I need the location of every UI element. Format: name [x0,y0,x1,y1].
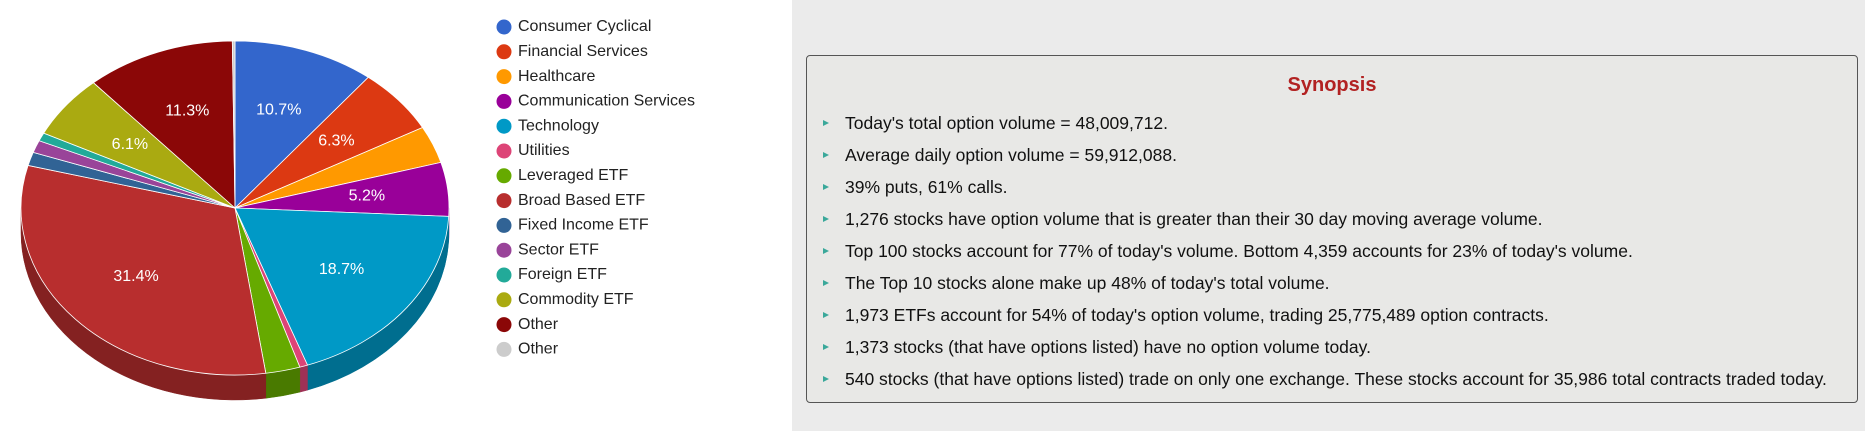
slice-label: 11.3% [165,103,209,120]
synopsis-item: 540 stocks (that have options listed) tr… [821,363,1857,395]
legend-marker [496,44,512,60]
slice [231,40,236,209]
slice-label: 5.2% [349,188,385,205]
legend-label: Communication Services [518,93,695,110]
synopsis-item: 39% puts, 61% calls. [821,171,1857,203]
legend-label: Technology [518,117,599,134]
slice-side [299,364,308,393]
legend-label: Leveraged ETF [518,167,629,184]
synopsis-item: Top 100 stocks account for 77% of today'… [821,235,1857,267]
legend-marker [496,292,512,308]
synopsis-item: 1,276 stocks have option volume that is … [821,203,1857,235]
slice [92,40,236,209]
slice-label: 6.3% [318,132,354,149]
synopsis-title: Synopsis [1287,74,1377,96]
legend-marker [496,341,512,357]
legend-label: Healthcare [518,68,595,85]
legend-marker [496,69,512,85]
legend-label: Utilities [518,142,570,159]
synopsis-area: Synopsis Today's total option volume = 4… [792,0,1865,431]
synopsis-list: Today's total option volume = 48,009,712… [807,107,1857,395]
slice [20,164,267,376]
legend-label: Financial Services [518,43,648,60]
synopsis-panel: Synopsis Today's total option volume = 4… [806,55,1858,403]
synopsis-item: Average daily option volume = 59,912,088… [821,139,1857,171]
legend-label: Commodity ETF [518,291,634,308]
legend-label: Broad Based ETF [518,192,645,209]
chart: 10.7% 6.3% 5.2% 18.7% 31.4% 6.1% 11.3% Consumer… [20,18,695,401]
legend-label: Foreign ETF [518,266,607,283]
slice-label: 6.1% [112,136,148,153]
legend-marker [496,242,512,258]
legend-marker [496,217,512,233]
slice [234,40,369,209]
synopsis-item: 1,373 stocks (that have options listed) … [821,331,1857,363]
legend-marker [496,193,512,209]
slice-label: 18.7% [319,261,364,278]
slice [234,207,450,366]
legend-marker [496,93,512,109]
legend-label: Other [518,316,559,333]
legend-label: Other [518,341,559,358]
legend-marker [496,267,512,283]
synopsis-item: 1,973 ETFs account for 54% of today's op… [821,299,1857,331]
synopsis-item: Today's total option volume = 48,009,712… [821,107,1857,139]
legend-marker [496,143,512,159]
legend-label: Sector ETF [518,241,599,258]
slice-label: 31.4% [113,268,158,285]
legend-marker [496,168,512,184]
legend-label: Fixed Income ETF [518,217,649,234]
legend-marker [496,19,512,35]
legend-label: Consumer Cyclical [518,18,651,35]
slice-label: 10.7% [256,101,301,118]
legend-marker [496,317,512,333]
legend-marker [496,118,512,134]
synopsis-item: The Top 10 stocks alone make up 48% of t… [821,267,1857,299]
